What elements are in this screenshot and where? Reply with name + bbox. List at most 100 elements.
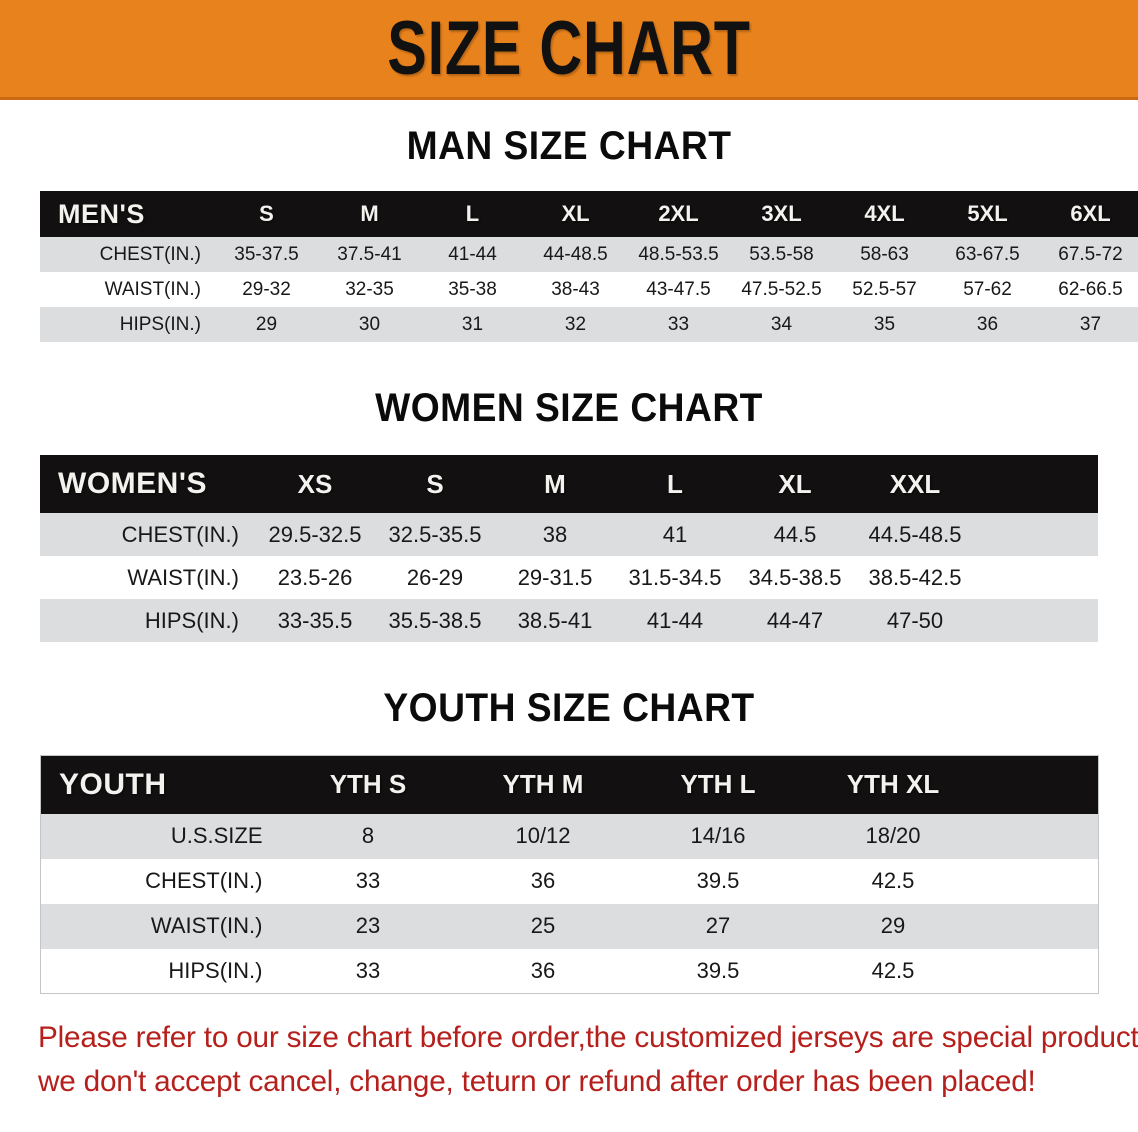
women-measurement-value: 38.5-41 [495, 599, 615, 642]
man-measurement-value: 47.5-52.5 [730, 272, 833, 307]
man-chart-wrapper: MEN'S S M L XL 2XL 3XL 4XL 5XL 6XL CHEST(IN.) 35-3… [0, 191, 1138, 342]
youth-row-filler [980, 813, 1099, 859]
women-chart-wrapper: WOMEN'S XS S M L XL XXL CHEST(IN.) 29.5-32.5 32.… [0, 455, 1138, 642]
youth-measurement-value: 42.5 [805, 858, 981, 904]
women-size-column-header: XL [778, 468, 812, 499]
man-measurement-label: CHEST(IN.) [40, 237, 215, 272]
women-measurement-value: 33-35.5 [255, 599, 375, 642]
man-measurement-value: 63-67.5 [936, 237, 1039, 272]
youth-measurement-value: 23 [280, 903, 456, 949]
man-measurement-value: 44-48.5 [524, 237, 627, 272]
man-size-column-header: 6XL [1070, 201, 1111, 226]
man-table-body: CHEST(IN.) 35-37.5 37.5-41 41-44 44-48.5 48.5… [40, 237, 1138, 342]
man-measurement-value: 41-44 [421, 237, 524, 272]
women-header-filler [975, 455, 1098, 513]
youth-measurement-value: 14/16 [630, 813, 806, 859]
youth-measurement-value: 18/20 [805, 813, 981, 859]
youth-measurement-value: 29 [805, 903, 981, 949]
man-measurement-value: 38-43 [524, 272, 627, 307]
women-measurement-value: 41-44 [615, 599, 735, 642]
man-measurement-value: 52.5-57 [833, 272, 936, 307]
man-size-table: MEN'S S M L XL 2XL 3XL 4XL 5XL 6XL CHEST(IN.) 35-3… [40, 191, 1138, 342]
man-size-column-header: 3XL [761, 201, 802, 226]
women-measurement-value: 47-50 [855, 599, 975, 642]
man-measurement-label: HIPS(IN.) [40, 307, 215, 342]
man-measurement-value: 36 [936, 307, 1039, 342]
women-section-heading: WOMEN SIZE CHART [375, 386, 763, 430]
women-measurement-value: 44.5 [735, 513, 855, 556]
man-measurement-value: 37.5-41 [318, 237, 421, 272]
youth-size-table: YOUTH YTH S YTH M YTH L YTH XL U.S.SIZE 8 10/1… [40, 755, 1099, 994]
women-measurement-value: 34.5-38.5 [735, 556, 855, 599]
man-measurement-label: WAIST(IN.) [40, 272, 215, 307]
youth-measurement-value: 33 [280, 858, 456, 904]
women-table-body: CHEST(IN.) 29.5-32.5 32.5-35.5 38 41 44.5 44.5… [40, 513, 1098, 642]
man-size-column-header: XL [561, 201, 590, 226]
man-measurement-value: 35-37.5 [215, 237, 318, 272]
youth-table-body: U.S.SIZE 8 10/12 14/16 18/20 CHEST(IN.) 33 36 39… [40, 813, 1099, 994]
table-row: U.S.SIZE 8 10/12 14/16 18/20 [40, 813, 1099, 859]
man-measurement-value: 62-66.5 [1039, 272, 1138, 307]
man-size-column-header: S [259, 201, 274, 226]
women-size-column-header: XS [297, 468, 333, 499]
man-measurement-value: 35 [833, 307, 936, 342]
man-measurement-value: 33 [627, 307, 730, 342]
disclaimer-line-1: Please refer to our size chart before or… [38, 1021, 1138, 1054]
women-measurement-value: 31.5-34.5 [615, 556, 735, 599]
youth-measurement-value: 33 [280, 948, 456, 994]
man-measurement-value: 67.5-72 [1039, 237, 1138, 272]
table-row: CHEST(IN.) 29.5-32.5 32.5-35.5 38 41 44.5 44.5… [40, 513, 1098, 556]
youth-section-heading: YOUTH SIZE CHART [383, 686, 755, 730]
women-row-filler [975, 513, 1098, 556]
man-measurement-value: 35-38 [421, 272, 524, 307]
table-row: WAIST(IN.) 29-32 32-35 35-38 38-43 43-47.5 47.… [40, 272, 1138, 307]
youth-table-head: YOUTH YTH S YTH M YTH L YTH XL [40, 755, 1099, 814]
women-size-column-header: L [667, 468, 683, 499]
man-measurement-value: 53.5-58 [730, 237, 833, 272]
youth-table-corner-label: YOUTH [59, 767, 167, 801]
table-row: WAIST(IN.) 23.5-26 26-29 29-31.5 31.5-34.5 34… [40, 556, 1098, 599]
man-table-corner-label: MEN'S [58, 198, 145, 229]
man-size-column-header: L [465, 201, 480, 226]
youth-measurement-value: 25 [455, 903, 631, 949]
page-title: SIZE CHART [387, 6, 751, 91]
women-size-column-header: S [426, 468, 444, 499]
man-measurement-value: 32-35 [318, 272, 421, 307]
women-measurement-label: WAIST(IN.) [40, 556, 255, 599]
youth-measurement-value: 36 [455, 858, 631, 904]
youth-row-filler [980, 903, 1099, 949]
man-measurement-value: 31 [421, 307, 524, 342]
table-row: HIPS(IN.) 33 36 39.5 42.5 [40, 948, 1099, 994]
youth-size-column-header: YTH M [502, 769, 584, 800]
youth-measurement-value: 42.5 [805, 948, 981, 994]
women-measurement-value: 38 [495, 513, 615, 556]
youth-measurement-value: 10/12 [455, 813, 631, 859]
women-size-column-header: M [544, 468, 566, 499]
youth-measurement-value: 8 [280, 813, 456, 859]
women-header-row: WOMEN'S XS S M L XL XXL [40, 455, 1098, 513]
man-measurement-value: 43-47.5 [627, 272, 730, 307]
women-measurement-value: 38.5-42.5 [855, 556, 975, 599]
youth-row-filler [980, 858, 1099, 904]
women-measurement-value: 44-47 [735, 599, 855, 642]
return-policy-disclaimer: Please refer to our size chart before or… [38, 1016, 1138, 1103]
man-table-head: MEN'S S M L XL 2XL 3XL 4XL 5XL 6XL [40, 191, 1138, 237]
youth-row-filler [980, 948, 1099, 994]
table-row: CHEST(IN.) 35-37.5 37.5-41 41-44 44-48.5 48.5… [40, 237, 1138, 272]
youth-measurement-value: 36 [455, 948, 631, 994]
women-measurement-label: HIPS(IN.) [40, 599, 255, 642]
women-table-head: WOMEN'S XS S M L XL XXL [40, 455, 1098, 513]
man-measurement-value: 37 [1039, 307, 1138, 342]
table-row: WAIST(IN.) 23 25 27 29 [40, 903, 1099, 949]
man-measurement-value: 34 [730, 307, 833, 342]
youth-header-row: YOUTH YTH S YTH M YTH L YTH XL [40, 755, 1099, 814]
women-measurement-value: 26-29 [375, 556, 495, 599]
women-measurement-value: 32.5-35.5 [375, 513, 495, 556]
table-row: HIPS(IN.) 33-35.5 35.5-38.5 38.5-41 41-44 44-… [40, 599, 1098, 642]
disclaimer-line-2: we don't accept cancel, change, teturn o… [38, 1064, 1036, 1098]
women-table-corner-label: WOMEN'S [58, 467, 207, 500]
women-row-filler [975, 599, 1098, 642]
youth-size-column-header: YTH XL [846, 769, 940, 800]
youth-chart-wrapper: YOUTH YTH S YTH M YTH L YTH XL U.S.SIZE 8 10/1… [0, 755, 1138, 994]
youth-measurement-label: CHEST(IN.) [40, 858, 281, 904]
